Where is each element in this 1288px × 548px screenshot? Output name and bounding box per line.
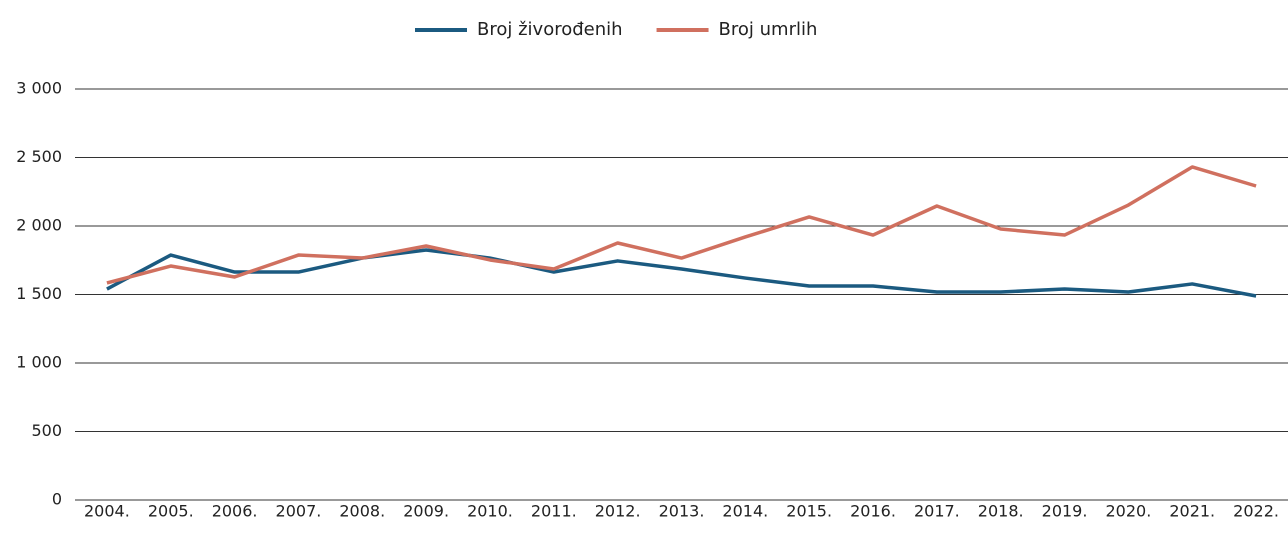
series-line [106, 165, 1257, 285]
y-tick-label: 2 500 [16, 147, 62, 166]
legend-label: Broj živorođenih [477, 19, 623, 40]
y-tick-label: 1 000 [16, 353, 62, 372]
x-tick-label: 2012. [595, 502, 641, 521]
x-tick-label: 2020. [1105, 502, 1151, 521]
y-tick-label: 2 000 [16, 216, 62, 235]
x-tick-label: 2010. [467, 502, 513, 521]
x-tick-label: 2004. [84, 502, 130, 521]
x-tick-label: 2016. [850, 502, 896, 521]
x-tick-label: 2005. [148, 502, 194, 521]
x-tick-label: 2006. [212, 502, 258, 521]
y-tick-label: 3 000 [16, 79, 62, 98]
x-tick-label: 2022. [1233, 502, 1279, 521]
x-tick-label: 2007. [276, 502, 322, 521]
series-line [106, 248, 1257, 298]
x-tick-label: 2013. [659, 502, 705, 521]
x-tick-label: 2011. [531, 502, 577, 521]
y-tick-label: 1 500 [16, 284, 62, 303]
x-tick-label: 2009. [403, 502, 449, 521]
x-tick-label: 2017. [914, 502, 960, 521]
x-tick-label: 2015. [786, 502, 832, 521]
legend-label: Broj umrlih [719, 19, 818, 40]
x-tick-label: 2019. [1042, 502, 1088, 521]
x-tick-label: 2021. [1169, 502, 1215, 521]
y-tick-label: 500 [31, 421, 62, 440]
x-tick-label: 2008. [339, 502, 385, 521]
y-tick-label: 0 [52, 490, 62, 509]
x-tick-label: 2014. [722, 502, 768, 521]
x-tick-label: 2018. [978, 502, 1024, 521]
